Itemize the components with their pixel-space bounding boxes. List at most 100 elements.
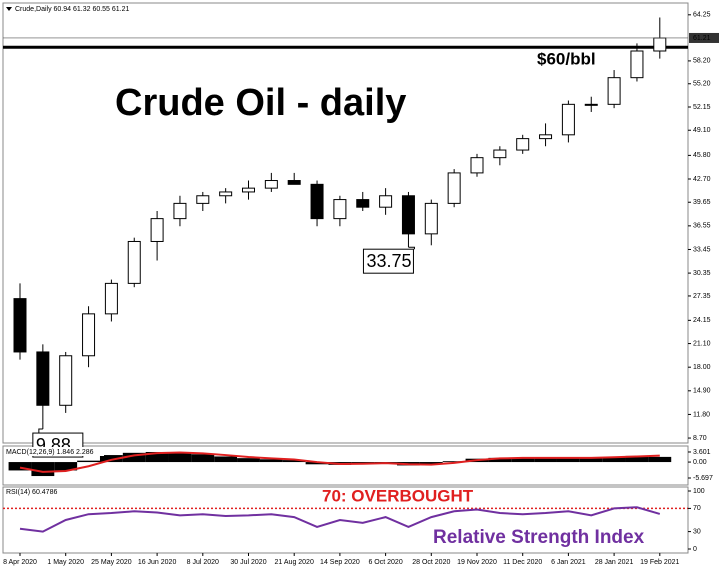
chart-title: Crude Oil - daily bbox=[115, 82, 406, 124]
macd-bar bbox=[77, 460, 100, 463]
y-tick-label: 52.15 bbox=[693, 104, 711, 111]
y-tick-label: 30.35 bbox=[693, 270, 711, 277]
macd-bar bbox=[511, 457, 535, 463]
candle-body bbox=[242, 187, 255, 193]
candle-body bbox=[150, 218, 164, 242]
candle-body bbox=[653, 37, 667, 52]
macd-bar bbox=[625, 455, 649, 463]
x-tick-label: 19 Nov 2020 bbox=[457, 559, 497, 566]
candle-body bbox=[36, 351, 50, 406]
candle-body bbox=[173, 202, 187, 220]
y-tick-label: 11.80 bbox=[693, 411, 710, 418]
y-tick-label: 24.15 bbox=[693, 317, 711, 324]
last-price-box bbox=[689, 32, 719, 43]
y-tick-label: 18.00 bbox=[693, 364, 711, 371]
y-tick-label: 14.90 bbox=[693, 388, 711, 395]
annotation-leader bbox=[38, 428, 43, 434]
macd-bar bbox=[31, 462, 55, 477]
candle-body bbox=[470, 157, 484, 174]
macd-bar bbox=[237, 458, 260, 463]
macd-bar bbox=[8, 462, 32, 471]
y-tick-label: 55.20 bbox=[693, 81, 711, 88]
y-tick-label: 58.20 bbox=[693, 58, 711, 65]
label-bg bbox=[4, 447, 104, 456]
indicator-label: RSI(14) 60.4786 bbox=[6, 489, 57, 496]
y-tick-label: 21.10 bbox=[693, 340, 711, 347]
x-tick-label: 28 Jan 2021 bbox=[595, 559, 634, 566]
macd-bar bbox=[602, 457, 626, 463]
x-tick-label: 30 Jul 2020 bbox=[230, 559, 266, 566]
macd-bar bbox=[648, 456, 672, 463]
y-tick-label: 70 bbox=[693, 505, 701, 512]
annotation-label: 33.75 bbox=[366, 251, 411, 271]
y-tick-label: 42.70 bbox=[693, 176, 711, 183]
y-tick-label: 30 bbox=[693, 528, 701, 535]
macd-bar bbox=[145, 451, 169, 463]
candle-body bbox=[401, 195, 415, 235]
candle-body bbox=[127, 240, 141, 284]
x-tick-label: 1 May 2020 bbox=[47, 559, 84, 566]
candle-body bbox=[333, 199, 347, 220]
candle-body bbox=[424, 202, 438, 235]
macd-bar bbox=[556, 457, 580, 463]
x-tick-label: 8 Apr 2020 bbox=[3, 559, 37, 566]
level-label: $60/bbl bbox=[537, 50, 596, 69]
rsi-panel bbox=[2, 486, 689, 554]
x-tick-label: 8 Jul 2020 bbox=[187, 559, 219, 566]
header: Crude,Daily 60.94 61.32 60.55 61.21 bbox=[15, 6, 130, 13]
x-tick-label: 6 Jan 2021 bbox=[551, 559, 586, 566]
candle-body bbox=[379, 195, 393, 208]
candle-body bbox=[539, 134, 553, 140]
candle-body bbox=[13, 298, 27, 353]
menu-icon bbox=[6, 7, 12, 11]
y-tick-label: 64.25 bbox=[693, 12, 711, 19]
macd-bar bbox=[442, 461, 466, 463]
y-tick-label: 27.35 bbox=[693, 293, 711, 300]
annotation-leader bbox=[408, 246, 415, 250]
indicator-label: MACD(12,26,9) 1.846 2.286 bbox=[6, 449, 94, 456]
macd-bar bbox=[259, 459, 283, 463]
y-tick-label: 49.10 bbox=[693, 127, 711, 134]
macd-panel bbox=[2, 445, 689, 486]
candle-body bbox=[493, 149, 507, 159]
signal-line bbox=[19, 451, 660, 473]
last-price-label: 61.21 bbox=[693, 35, 711, 42]
candle-body bbox=[516, 138, 530, 151]
x-tick-label: 25 May 2020 bbox=[91, 559, 132, 566]
macd-bar bbox=[168, 452, 192, 463]
macd-bar bbox=[99, 455, 123, 463]
x-tick-label: 28 Oct 2020 bbox=[412, 559, 450, 566]
y-tick-label: -5.697 bbox=[693, 475, 713, 482]
macd-bar bbox=[488, 457, 512, 463]
macd-bar bbox=[214, 456, 238, 463]
y-tick-label: 100 bbox=[693, 488, 705, 495]
x-tick-label: 16 Jun 2020 bbox=[138, 559, 177, 566]
y-tick-label: 0.00 bbox=[693, 459, 707, 466]
macd-bar bbox=[534, 458, 557, 463]
y-tick-label: 8.70 bbox=[693, 435, 707, 442]
price-panel bbox=[2, 2, 689, 444]
annotation-box bbox=[362, 248, 414, 274]
macd-bar bbox=[122, 452, 146, 463]
macd-bar bbox=[191, 454, 215, 463]
candle-body bbox=[287, 180, 301, 185]
candle-body bbox=[82, 313, 96, 357]
macd-bar bbox=[282, 460, 306, 463]
candle-body bbox=[196, 195, 210, 204]
y-tick-label: 0 bbox=[693, 546, 697, 553]
candle-body bbox=[447, 172, 461, 204]
macd-bar bbox=[419, 462, 443, 465]
level-label: 70: OVERBOUGHT bbox=[322, 486, 474, 505]
y-tick-label: 45.80 bbox=[693, 152, 711, 159]
x-tick-label: 14 Sep 2020 bbox=[320, 559, 360, 566]
candle-body bbox=[104, 282, 118, 315]
x-tick-label: 6 Oct 2020 bbox=[368, 559, 402, 566]
y-tick-label: 36.55 bbox=[693, 223, 711, 230]
candle-body bbox=[561, 103, 575, 136]
macd-bar bbox=[305, 462, 329, 465]
y-tick-label: 39.65 bbox=[693, 199, 711, 206]
candle-body bbox=[264, 180, 278, 189]
y-tick-label: 3.601 bbox=[693, 449, 711, 456]
x-tick-label: 21 Aug 2020 bbox=[275, 559, 314, 566]
